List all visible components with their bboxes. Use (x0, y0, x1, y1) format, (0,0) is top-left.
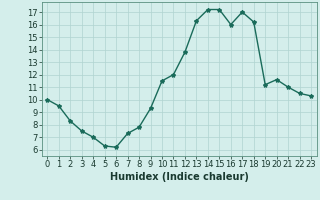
X-axis label: Humidex (Indice chaleur): Humidex (Indice chaleur) (110, 172, 249, 182)
